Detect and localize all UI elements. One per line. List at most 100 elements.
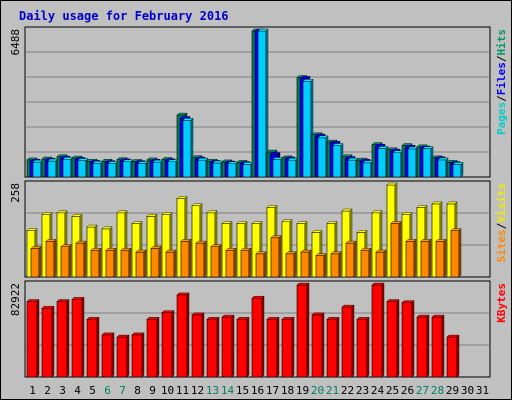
bar-sites-day-23 [360, 247, 372, 278]
bar-sites-day-20 [315, 253, 327, 278]
bar-sites-day-18 [285, 251, 297, 278]
bar-pages-day-9 [152, 159, 164, 178]
legend-entry: Sites [495, 229, 508, 262]
x-tick-day-27: 27 [416, 384, 429, 397]
x-tick-day-19: 19 [296, 384, 309, 397]
bar-pages-day-20 [317, 135, 329, 178]
x-tick-day-21: 21 [326, 384, 339, 397]
bar-kbytes-day-27 [416, 314, 430, 378]
bar-kbytes-day-11 [176, 292, 190, 378]
bar-kbytes-day-7 [116, 334, 130, 378]
bar-sites-day-14 [225, 247, 237, 278]
x-tick-day-24: 24 [371, 384, 385, 397]
bar-kbytes-day-19 [296, 282, 310, 378]
x-tick-day-26: 26 [401, 384, 414, 397]
bar-sites-day-9 [150, 245, 162, 278]
legend-entry: / [495, 222, 508, 229]
x-tick-day-23: 23 [356, 384, 369, 397]
bar-sites-day-24 [375, 249, 387, 278]
bar-sites-day-4 [75, 240, 87, 278]
bar-kbytes-day-15 [236, 316, 250, 378]
legend-entry: / [495, 55, 508, 62]
bar-sites-day-6 [105, 247, 117, 278]
x-tick-day-31: 31 [476, 384, 489, 397]
bar-sites-day-2 [45, 238, 57, 278]
bar-sites-day-17 [270, 235, 282, 278]
bar-sites-day-12 [195, 240, 207, 278]
bar-kbytes-day-24 [371, 282, 385, 378]
bar-kbytes-day-25 [386, 299, 400, 378]
x-tick-day-4: 4 [74, 384, 81, 397]
x-tick-day-30: 30 [461, 384, 474, 397]
bar-sites-day-5 [90, 247, 102, 278]
x-tick-day-13: 13 [206, 384, 219, 397]
bar-sites-day-7 [120, 247, 132, 278]
bar-pages-day-28 [437, 157, 449, 178]
x-tick-day-8: 8 [134, 384, 141, 397]
bar-kbytes-day-21 [326, 316, 340, 378]
bar-pages-day-18 [287, 157, 299, 178]
bar-pages-day-29 [452, 161, 464, 178]
bar-kbytes-day-29 [446, 334, 460, 378]
legend-entry: Hits [495, 29, 508, 56]
x-tick-day-15: 15 [236, 384, 249, 397]
legend: KBytes [495, 283, 508, 323]
legend-entry: KBytes [495, 283, 508, 323]
bar-sites-day-22 [345, 240, 357, 278]
bar-pages-day-27 [422, 146, 434, 178]
bar-kbytes-day-20 [311, 312, 325, 378]
bar-pages-day-26 [407, 146, 419, 178]
x-tick-day-14: 14 [221, 384, 235, 397]
legend-entry: / [495, 95, 508, 102]
bar-kbytes-day-8 [131, 332, 145, 378]
bar-sites-day-11 [180, 238, 192, 278]
x-tick-day-29: 29 [446, 384, 459, 397]
x-tick-day-6: 6 [104, 384, 111, 397]
x-tick-day-9: 9 [149, 384, 156, 397]
x-tick-day-5: 5 [89, 384, 96, 397]
legend-entry: Files [495, 62, 508, 95]
bar-kbytes-day-26 [401, 300, 415, 378]
bar-sites-day-13 [210, 244, 222, 278]
x-tick-day-18: 18 [281, 384, 294, 397]
bar-pages-day-24 [377, 145, 389, 178]
bar-pages-day-6 [107, 161, 119, 178]
bar-pages-day-4 [77, 158, 89, 178]
bar-kbytes-day-16 [251, 295, 265, 378]
bar-sites-day-26 [405, 238, 417, 278]
x-tick-day-16: 16 [251, 384, 264, 397]
bar-pages-day-14 [227, 161, 239, 178]
bar-sites-day-25 [390, 221, 402, 278]
bar-kbytes-day-4 [71, 296, 85, 378]
bar-sites-day-21 [330, 251, 342, 278]
bar-pages-day-21 [332, 143, 344, 178]
bar-pages-day-15 [242, 161, 254, 178]
bar-kbytes-day-1 [26, 299, 40, 378]
bar-kbytes-day-18 [281, 316, 295, 378]
bar-sites-day-29 [450, 228, 462, 278]
bar-pages-day-11 [182, 117, 194, 178]
bar-pages-day-23 [362, 160, 374, 178]
bar-sites-day-19 [300, 249, 312, 278]
x-tick-day-25: 25 [386, 384, 399, 397]
bar-kbytes-day-12 [191, 312, 205, 378]
legend: Pages/Files/Hits [495, 29, 508, 135]
x-tick-day-7: 7 [119, 384, 126, 397]
bar-sites-day-1 [30, 245, 42, 278]
bar-sites-day-10 [165, 249, 177, 278]
legend-entry: Pages [495, 102, 508, 135]
kbytes-panel: 82922 KBytes [9, 280, 508, 378]
bar-kbytes-day-6 [101, 332, 115, 378]
bar-pages-day-2 [47, 158, 59, 178]
bar-pages-day-25 [392, 150, 404, 178]
bar-pages-day-3 [62, 156, 74, 178]
bar-kbytes-day-5 [86, 316, 100, 378]
bar-kbytes-day-13 [206, 316, 220, 378]
bar-pages-day-19 [302, 78, 314, 178]
bar-kbytes-day-23 [356, 316, 370, 378]
x-tick-day-2: 2 [44, 384, 51, 397]
bar-pages-day-13 [212, 160, 224, 178]
bar-pages-day-1 [32, 159, 44, 178]
